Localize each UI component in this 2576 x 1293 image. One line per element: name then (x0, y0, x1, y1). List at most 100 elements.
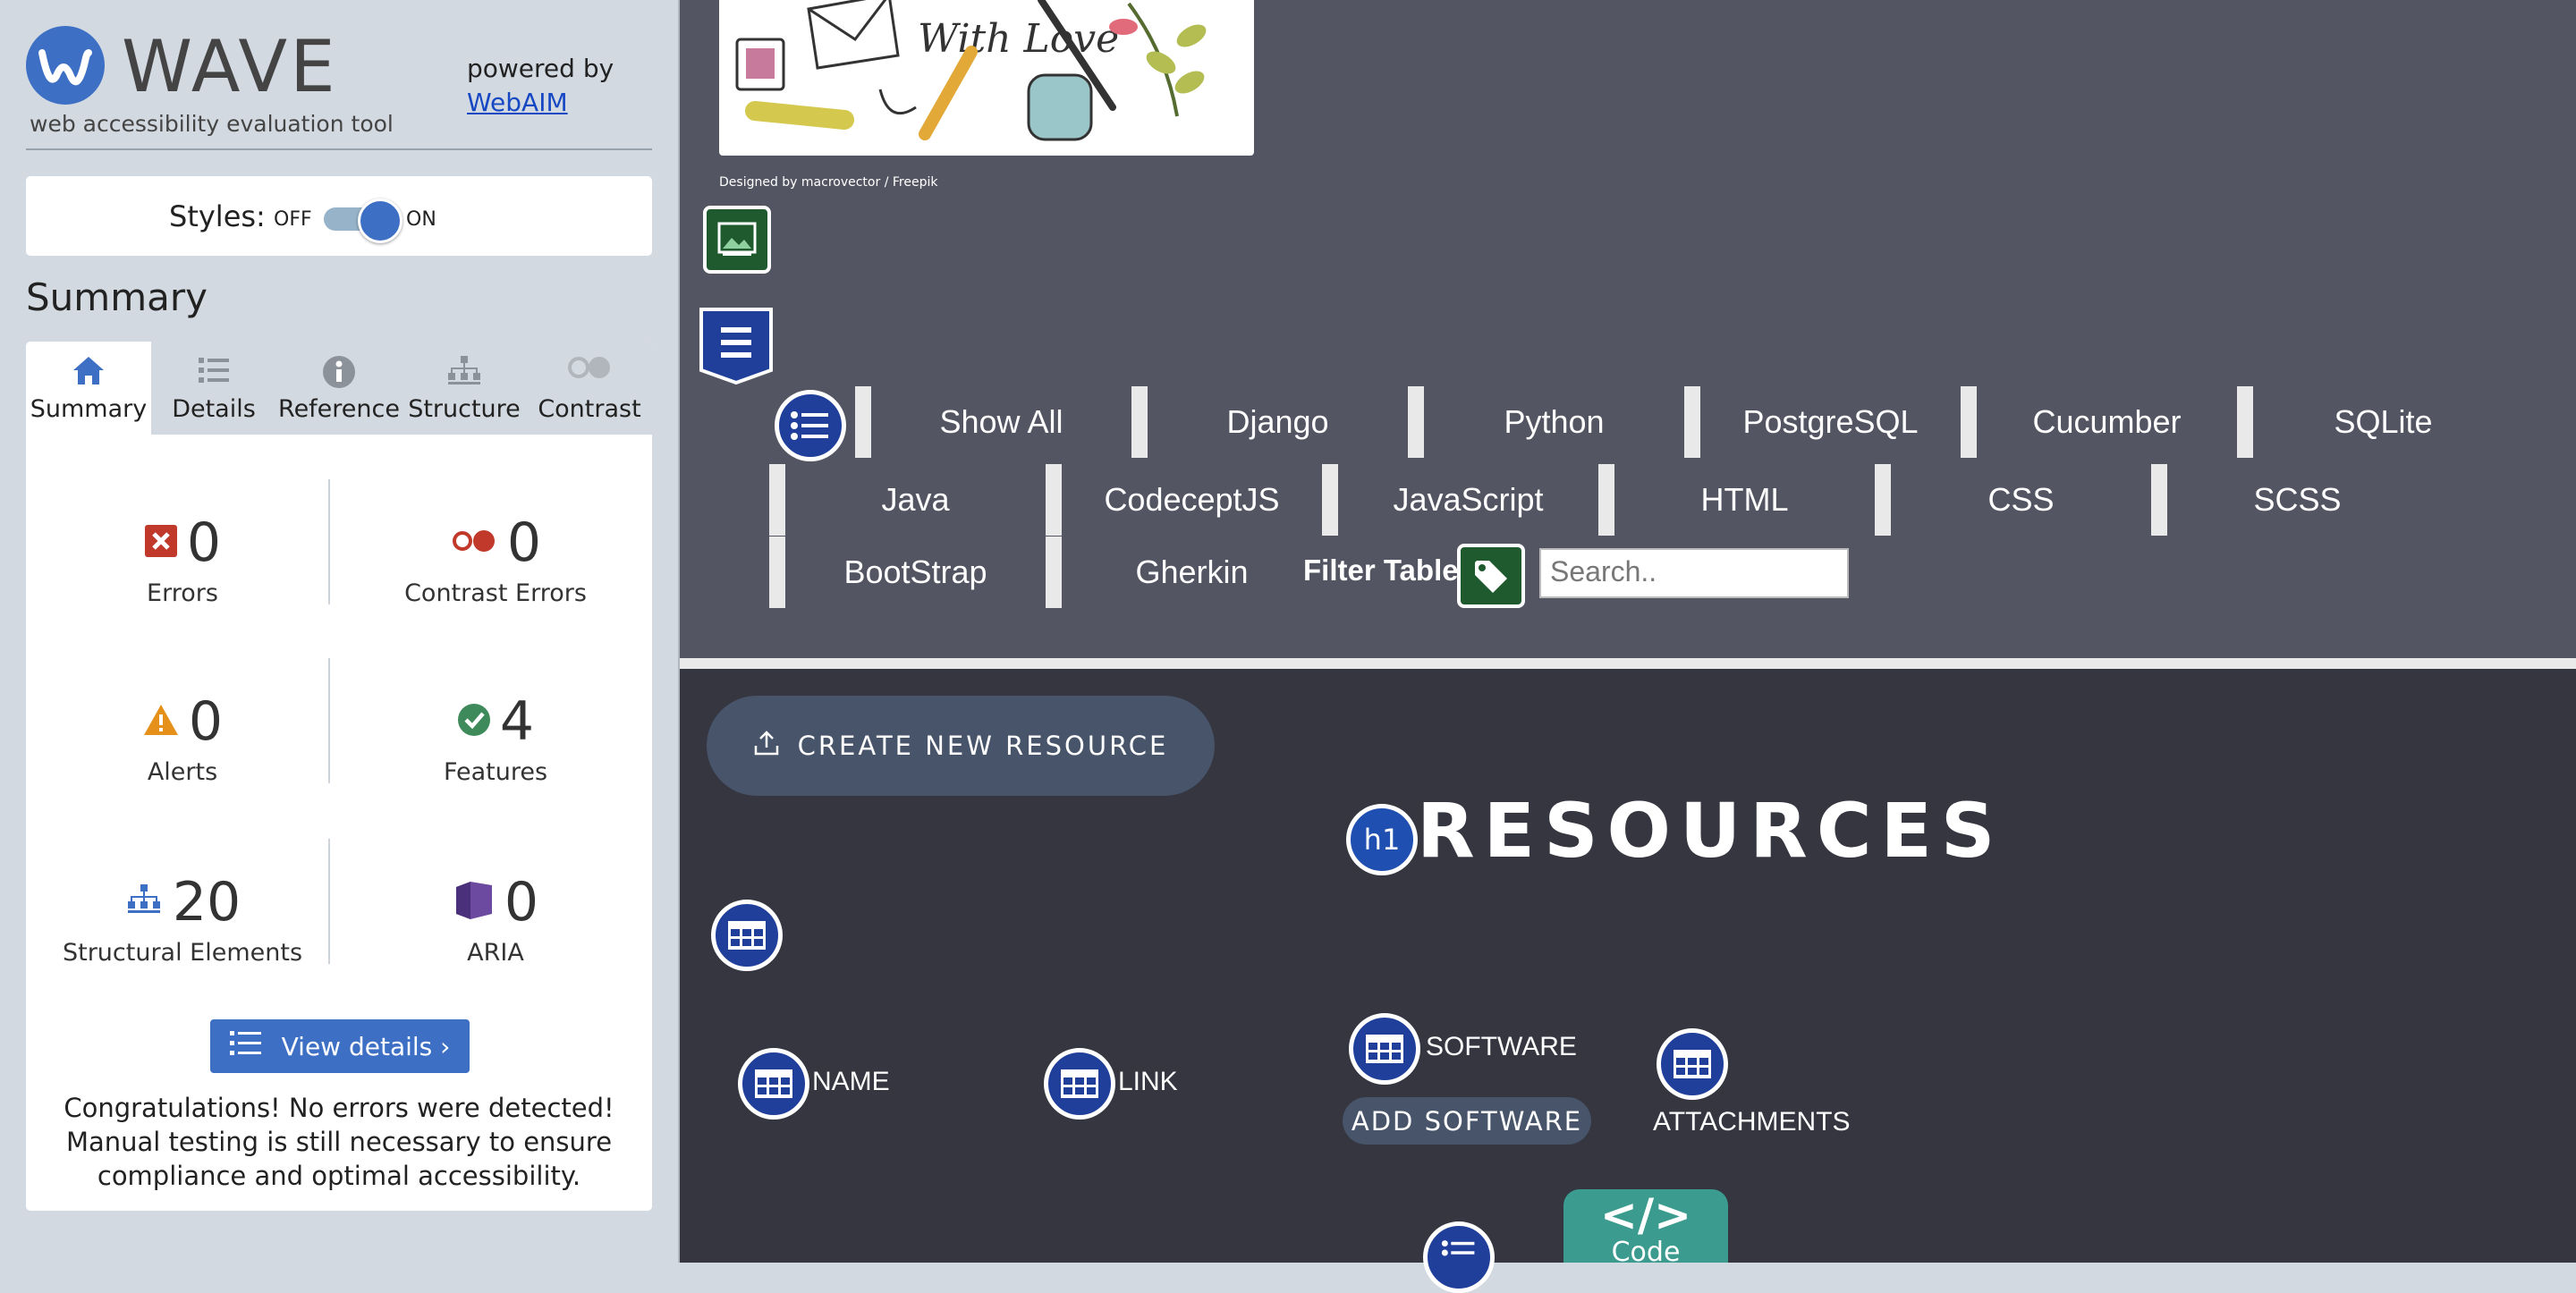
list-structure-icon[interactable] (775, 390, 846, 461)
alerts-stat: 0 Alerts (26, 690, 339, 786)
errors-label: Errors (147, 579, 218, 607)
list-structure-icon[interactable] (1423, 1221, 1495, 1293)
feature-check-icon (457, 703, 491, 740)
code-symbol: </> (1599, 1189, 1692, 1241)
tab-summary[interactable]: Summary (26, 342, 151, 435)
image-credit: Designed by macrovector / Freepik (719, 175, 938, 190)
table-header-icon[interactable] (1349, 1013, 1420, 1085)
filter-button[interactable]: Gherkin (1046, 537, 1322, 608)
tab-reference[interactable]: Reference (276, 342, 402, 435)
filter-button[interactable]: PostgreSQL (1684, 386, 1961, 458)
wave-sidebar: WAVE web accessibility evaluation tool p… (0, 0, 680, 1263)
upload-icon (753, 730, 780, 763)
filter-button[interactable]: Show All (855, 386, 1131, 458)
features-count: 4 (499, 690, 535, 753)
filter-button[interactable]: SCSS (2151, 464, 2428, 536)
congrats-message: Congratulations! No errors were detected… (64, 1093, 614, 1191)
summary-heading: Summary (26, 275, 208, 319)
filter-table-label: Filter Table: (1303, 554, 1469, 587)
tab-label: Summary (30, 395, 148, 423)
create-resource-button[interactable]: CREATE NEW RESOURCE (707, 696, 1215, 796)
search-input[interactable]: Search.. (1539, 548, 1849, 598)
aria-stat: 0 ARIA (339, 871, 652, 967)
page-content: With Love Designed by macrovector / Free… (680, 0, 2576, 1293)
powered-by: powered by WebAIM (467, 52, 614, 120)
contrast-error-icon (450, 528, 498, 558)
svg-text:With Love: With Love (918, 16, 1119, 62)
section-divider (680, 658, 2576, 669)
filter-button[interactable]: BootStrap (769, 537, 1046, 608)
webaim-link[interactable]: WebAIM (467, 88, 568, 117)
postal-illustration: With Love (719, 0, 1254, 156)
list-icon (229, 1029, 262, 1064)
filter-button[interactable]: Django (1131, 386, 1408, 458)
tab-label: Contrast (538, 395, 641, 423)
error-icon (144, 524, 178, 562)
alerts-count: 0 (188, 690, 224, 753)
structural-label: Structural Elements (62, 939, 303, 967)
alert-icon (142, 703, 180, 740)
styles-label: Styles: (169, 199, 266, 233)
table-header-icon[interactable] (738, 1048, 809, 1120)
wave-logo-icon (26, 26, 105, 105)
filter-button[interactable]: CSS (1875, 464, 2151, 536)
styles-toggle-knob[interactable] (358, 199, 402, 243)
divider (328, 479, 330, 604)
table-header-icon[interactable] (1044, 1048, 1115, 1120)
add-software-button[interactable]: ADD SOFTWARE (1343, 1097, 1591, 1145)
structural-stat: 20 Structural Elements (26, 871, 339, 967)
features-stat: 4 Features (339, 690, 652, 786)
styles-toggle-box: Styles: OFF ON (26, 176, 652, 256)
filter-button[interactable]: Python (1408, 386, 1684, 458)
powered-by-label: powered by (467, 54, 614, 83)
image-feature-icon[interactable] (703, 206, 771, 274)
divider (328, 658, 330, 783)
tab-label: Details (172, 395, 256, 423)
structural-count: 20 (172, 871, 242, 934)
alerts-label: Alerts (147, 758, 218, 786)
list-icon (196, 354, 232, 393)
filter-section: With Love Designed by macrovector / Free… (680, 0, 2576, 658)
filter-button[interactable]: Cucumber (1961, 386, 2237, 458)
column-attachments: ATTACHMENTS (1653, 1107, 1851, 1137)
divider (26, 148, 652, 150)
hierarchy-icon (446, 354, 482, 396)
resources-heading: RESOURCES (1417, 787, 2004, 875)
styles-on-label: ON (406, 208, 436, 231)
filter-button[interactable]: HTML (1598, 464, 1875, 536)
view-details-button[interactable]: View details › (210, 1019, 470, 1073)
contrast-icon (565, 354, 614, 387)
h1-heading-icon[interactable]: h1 (1346, 804, 1418, 875)
aria-label: ARIA (467, 939, 524, 967)
errors-stat: 0 Errors (26, 511, 339, 607)
css-structure-icon[interactable] (698, 308, 775, 385)
code-label: Code (1611, 1237, 1681, 1263)
tab-structure[interactable]: Structure (402, 342, 527, 435)
tab-label: Reference (278, 395, 400, 423)
create-resource-label: CREATE NEW RESOURCE (797, 731, 1169, 761)
table-header-icon[interactable] (1657, 1028, 1728, 1100)
tab-contrast[interactable]: Contrast (527, 342, 652, 435)
styles-off-label: OFF (274, 208, 312, 231)
structure-icon (124, 883, 164, 922)
contrast-errors-count: 0 (506, 511, 542, 574)
tab-label: Structure (408, 395, 521, 423)
column-name: NAME (812, 1067, 890, 1096)
column-software: SOFTWARE (1426, 1032, 1577, 1061)
tab-details[interactable]: Details (151, 342, 276, 435)
code-element-badge[interactable]: </> Code (1563, 1189, 1728, 1263)
errors-count: 0 (186, 511, 222, 574)
summary-panel: Summary Details Reference Structure (26, 342, 652, 1211)
table-icon[interactable] (711, 900, 783, 971)
aria-icon (453, 880, 496, 925)
filter-button[interactable]: SQLite (2237, 386, 2513, 458)
wave-logo-text: WAVE (122, 25, 338, 108)
filter-button[interactable]: Java (769, 464, 1046, 536)
features-label: Features (443, 758, 548, 786)
home-icon (71, 354, 106, 394)
label-tag-icon[interactable] (1457, 544, 1525, 608)
filter-button[interactable]: JavaScript (1322, 464, 1598, 536)
filter-button[interactable]: CodeceptJS (1046, 464, 1322, 536)
aria-count: 0 (504, 871, 539, 934)
column-link: LINK (1118, 1067, 1178, 1096)
